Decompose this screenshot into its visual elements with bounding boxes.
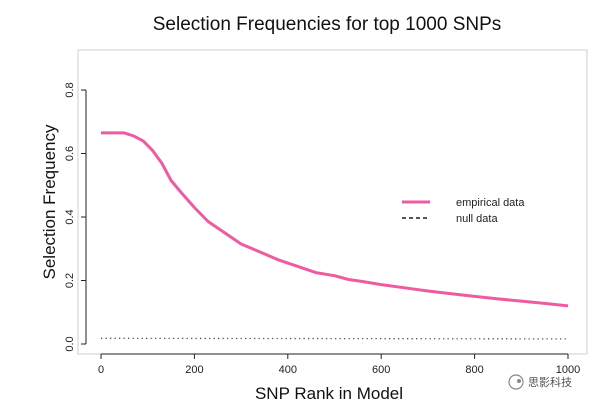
- chart-title: Selection Frequencies for top 1000 SNPs: [153, 14, 502, 35]
- y-axis-title: Selection Frequency: [40, 124, 59, 279]
- legend: empirical data null data: [402, 197, 525, 225]
- x-tick-label: 400: [279, 364, 297, 376]
- x-axis: 0 200 400 600 800 1000: [98, 353, 580, 376]
- watermark-logo-icon: [508, 374, 524, 390]
- y-tick-label: 0.6: [64, 146, 76, 161]
- x-tick-label: 1000: [556, 364, 580, 376]
- series-line-1: [100, 337, 569, 340]
- x-tick-label: 600: [372, 364, 390, 376]
- y-tick-label: 0.4: [64, 209, 76, 224]
- watermark-text: 思影科技: [528, 375, 572, 389]
- series-layer: [100, 131, 569, 340]
- x-tick-label: 0: [98, 364, 104, 376]
- series-line-0: [101, 131, 569, 308]
- legend-label-0: empirical data: [456, 197, 525, 209]
- x-tick-label: 800: [465, 364, 483, 376]
- y-tick-label: 0.8: [64, 82, 76, 97]
- watermark-logo-dot-icon: [517, 379, 521, 383]
- y-tick-label: 0.0: [64, 336, 76, 351]
- y-axis: 0.0 0.2 0.4 0.6 0.8: [64, 82, 87, 352]
- legend-label-1: null data: [456, 213, 498, 225]
- x-axis-title: SNP Rank in Model: [255, 384, 403, 403]
- x-tick-label: 200: [185, 364, 203, 376]
- y-tick-label: 0.2: [64, 273, 76, 288]
- watermark: 思影科技: [508, 374, 572, 390]
